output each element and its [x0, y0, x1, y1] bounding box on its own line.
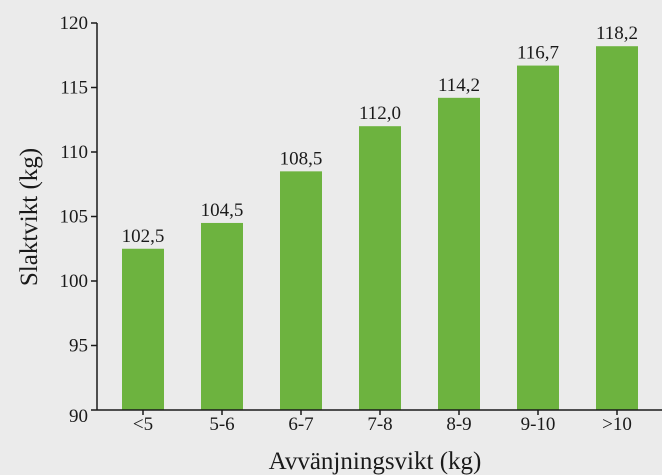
bar-2 — [280, 171, 322, 410]
data-label-3: 112,0 — [359, 103, 401, 124]
bar-3 — [359, 126, 401, 410]
bar-1 — [201, 222, 243, 410]
x-ticks-group: <5 5-6 6-7 7-8 8-9 9-10 >10 — [133, 410, 632, 435]
bar-0 — [122, 248, 164, 410]
y-axis-title: Slaktvikt (kg) — [16, 148, 43, 286]
data-label-1: 104,5 — [201, 200, 244, 221]
y-tick-label-4: 110 — [60, 142, 88, 163]
bar-4 — [438, 97, 480, 410]
data-label-2: 108,5 — [280, 148, 323, 169]
y-tick-label-2: 100 — [60, 271, 89, 292]
y-ticks-group: 90 95 100 105 110 115 120 — [60, 13, 97, 427]
x-tick-label-1: 5-6 — [209, 414, 234, 435]
data-labels-group: 102,5 104,5 108,5 112,0 114,2 116,7 118,2 — [122, 23, 638, 247]
y-tick-label-3: 105 — [60, 207, 89, 228]
x-tick-label-6: >10 — [602, 414, 632, 435]
x-tick-label-2: 6-7 — [288, 414, 313, 435]
data-label-6: 118,2 — [596, 23, 638, 44]
data-label-4: 114,2 — [438, 75, 480, 96]
x-tick-label-4: 8-9 — [446, 414, 471, 435]
bar-6 — [596, 46, 638, 410]
x-tick-label-3: 7-8 — [367, 414, 392, 435]
y-tick-label-1: 95 — [69, 336, 88, 357]
bar-5 — [517, 65, 559, 410]
y-tick-label-6: 120 — [60, 13, 89, 34]
y-tick-label-0: 90 — [69, 406, 88, 427]
x-axis-title: Avvänjningsvikt (kg) — [269, 448, 482, 475]
x-tick-label-5: 9-10 — [521, 414, 556, 435]
y-tick-label-5: 115 — [60, 78, 88, 99]
bars-group — [122, 46, 638, 410]
data-label-5: 116,7 — [517, 43, 559, 64]
data-label-0: 102,5 — [122, 226, 165, 247]
x-tick-label-0: <5 — [133, 414, 153, 435]
